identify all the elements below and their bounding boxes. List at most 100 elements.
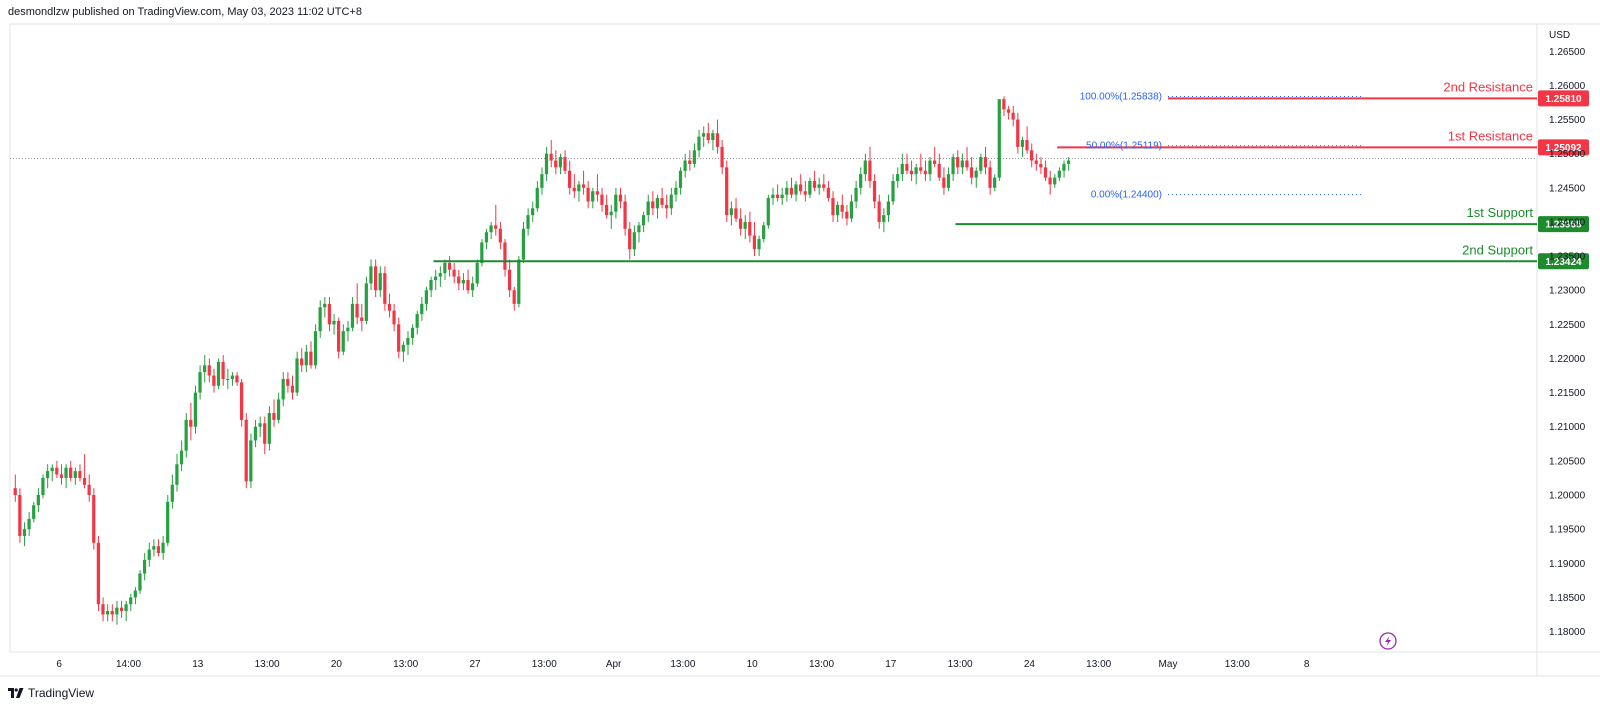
candle xyxy=(946,167,951,192)
candle xyxy=(512,286,516,311)
candle xyxy=(226,368,230,390)
candle xyxy=(868,146,872,188)
candle-body xyxy=(641,215,646,226)
candle-body xyxy=(341,331,345,352)
candle-body xyxy=(965,160,969,168)
time-tick-label: 13 xyxy=(192,659,204,670)
candle-body xyxy=(503,242,507,270)
candle xyxy=(184,413,188,458)
candle xyxy=(221,355,225,386)
candle xyxy=(507,259,512,298)
candle-body xyxy=(475,262,479,284)
candle-body xyxy=(170,484,174,502)
candle-body xyxy=(1043,167,1048,178)
candle xyxy=(364,276,368,325)
footer: TradingView xyxy=(8,685,94,701)
time-tick-label: 27 xyxy=(469,659,481,670)
candle xyxy=(919,153,923,175)
candle-body xyxy=(323,303,327,308)
candle-body xyxy=(993,177,997,188)
candle-body xyxy=(900,163,904,175)
candle-body xyxy=(1002,99,1006,110)
candle xyxy=(641,211,646,233)
candle-body xyxy=(771,194,775,199)
candle xyxy=(665,194,669,219)
candle-body xyxy=(45,471,50,478)
candle-body xyxy=(540,174,544,188)
candle xyxy=(956,150,960,175)
candle-body xyxy=(831,198,835,216)
candle-body xyxy=(216,361,221,386)
time-tick-label: 8 xyxy=(1304,659,1310,670)
candle-body xyxy=(886,201,890,216)
candle xyxy=(263,416,267,455)
candle-body xyxy=(13,488,17,495)
candle xyxy=(1034,153,1038,171)
candle xyxy=(577,181,581,202)
time-tick-label: 13:00 xyxy=(393,659,418,670)
candle xyxy=(799,174,803,195)
candle-body xyxy=(133,590,137,598)
candle xyxy=(45,464,50,489)
candle xyxy=(78,464,82,482)
candle xyxy=(997,99,1001,181)
price-axis[interactable]: 1.25810 1.25092 1.23968 1.23424 USD 1.18000 1.… xyxy=(1538,30,1589,638)
candle xyxy=(286,372,290,393)
candle xyxy=(438,266,442,287)
alert-icon[interactable] xyxy=(1379,632,1397,650)
candle xyxy=(341,324,345,356)
candle xyxy=(203,355,207,383)
time-tick-label: 13:00 xyxy=(670,659,695,670)
candle xyxy=(909,160,914,181)
candle xyxy=(41,474,45,499)
candle xyxy=(988,160,992,195)
grid xyxy=(0,23,1600,677)
candle-body xyxy=(956,157,960,168)
candle-body xyxy=(586,187,590,202)
candle xyxy=(498,221,502,250)
candle xyxy=(27,512,31,536)
candle-body xyxy=(383,273,387,304)
candle-body xyxy=(110,611,114,615)
candle-body xyxy=(572,187,576,192)
candle xyxy=(715,119,720,154)
candle-body xyxy=(82,477,87,485)
candle-body xyxy=(27,518,31,530)
price-tag-bg xyxy=(1538,216,1589,233)
candle-body xyxy=(69,467,73,478)
candle xyxy=(189,402,193,441)
candle-body xyxy=(447,262,452,270)
candle xyxy=(683,153,687,178)
candle-body xyxy=(281,378,285,400)
candle-body xyxy=(226,378,230,380)
candle xyxy=(475,259,479,287)
candle-body xyxy=(738,218,743,229)
candle-body xyxy=(928,160,932,175)
candle xyxy=(313,324,318,369)
candle xyxy=(373,259,378,298)
candle xyxy=(521,221,526,263)
candle-body xyxy=(752,235,757,250)
candle xyxy=(905,153,909,175)
price-tag-bg xyxy=(1538,90,1589,107)
candle-body xyxy=(775,194,780,199)
candle xyxy=(540,167,544,195)
candle xyxy=(230,372,234,386)
candle xyxy=(36,488,40,513)
candle xyxy=(82,454,87,489)
fib-label: 100.00%(1.25838) xyxy=(1080,91,1162,102)
candle xyxy=(327,297,331,332)
candle xyxy=(711,129,715,151)
candle-body xyxy=(803,191,807,195)
price-tick-label: 1.26000 xyxy=(1549,81,1586,92)
time-axis[interactable]: 6 14:00 13 13:00 20 13:00 27 13:00 Apr 13:00 10 13:… xyxy=(56,659,1309,670)
price-tick-label: 1.20500 xyxy=(1549,456,1586,467)
candle xyxy=(928,157,932,181)
candle xyxy=(337,317,341,359)
candle xyxy=(1030,143,1034,168)
candle-body xyxy=(22,529,27,536)
candle xyxy=(646,194,650,222)
tradingview-brand: TradingView xyxy=(28,686,95,700)
time-tick-label: May xyxy=(1159,659,1178,670)
